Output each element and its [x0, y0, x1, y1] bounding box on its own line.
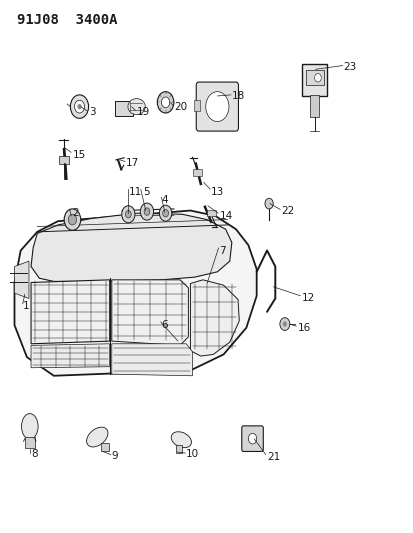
Circle shape — [77, 104, 81, 109]
Bar — [301, 64, 326, 96]
Text: 10: 10 — [186, 449, 199, 459]
Text: 17: 17 — [126, 158, 139, 167]
Text: 14: 14 — [219, 211, 232, 221]
Circle shape — [205, 92, 228, 122]
Text: 18: 18 — [231, 91, 244, 101]
Ellipse shape — [171, 432, 191, 448]
Ellipse shape — [128, 99, 145, 115]
Text: 13: 13 — [211, 187, 224, 197]
Circle shape — [248, 433, 256, 444]
Polygon shape — [14, 261, 29, 298]
Polygon shape — [31, 344, 109, 368]
Text: 3: 3 — [89, 107, 95, 117]
Text: 22: 22 — [281, 206, 294, 215]
Circle shape — [68, 214, 76, 225]
Text: 21: 21 — [266, 452, 280, 462]
Bar — [25, 437, 35, 448]
Polygon shape — [14, 211, 256, 376]
Circle shape — [74, 100, 84, 113]
Polygon shape — [31, 280, 109, 344]
Text: 20: 20 — [173, 102, 187, 111]
Circle shape — [314, 74, 320, 82]
Circle shape — [159, 205, 171, 221]
Bar — [193, 169, 202, 176]
Polygon shape — [112, 280, 188, 345]
Bar — [101, 443, 109, 451]
Circle shape — [264, 198, 273, 209]
Polygon shape — [112, 344, 192, 376]
Text: 9: 9 — [112, 451, 118, 461]
Circle shape — [121, 206, 135, 223]
Bar — [115, 101, 133, 116]
Text: 2: 2 — [72, 208, 79, 218]
Text: 8: 8 — [31, 449, 38, 459]
Text: 4: 4 — [161, 195, 168, 205]
Circle shape — [282, 321, 286, 327]
Bar — [310, 95, 318, 117]
Text: 19: 19 — [136, 107, 150, 117]
Text: 12: 12 — [301, 294, 315, 303]
Text: 1: 1 — [23, 302, 29, 311]
Text: 7: 7 — [219, 246, 225, 255]
Polygon shape — [190, 280, 239, 356]
Text: 5: 5 — [142, 187, 149, 197]
Bar — [193, 100, 199, 111]
Circle shape — [144, 208, 150, 215]
Circle shape — [70, 95, 88, 118]
Ellipse shape — [21, 414, 38, 439]
Text: 16: 16 — [297, 323, 311, 333]
Polygon shape — [31, 213, 231, 281]
FancyBboxPatch shape — [241, 426, 263, 451]
Bar — [175, 445, 182, 453]
Text: 15: 15 — [72, 150, 85, 159]
Circle shape — [64, 209, 81, 230]
FancyBboxPatch shape — [196, 82, 238, 131]
Circle shape — [161, 97, 169, 108]
Circle shape — [162, 209, 168, 217]
Text: 6: 6 — [161, 320, 168, 330]
Bar — [59, 156, 69, 164]
Text: 23: 23 — [343, 62, 356, 71]
Ellipse shape — [86, 427, 108, 447]
Text: 91J08  3400A: 91J08 3400A — [17, 13, 117, 27]
Circle shape — [140, 203, 153, 220]
Bar — [305, 70, 323, 85]
Circle shape — [125, 211, 131, 218]
Circle shape — [279, 318, 289, 330]
Text: 11: 11 — [128, 187, 141, 197]
Bar — [206, 210, 216, 216]
Circle shape — [157, 92, 173, 113]
